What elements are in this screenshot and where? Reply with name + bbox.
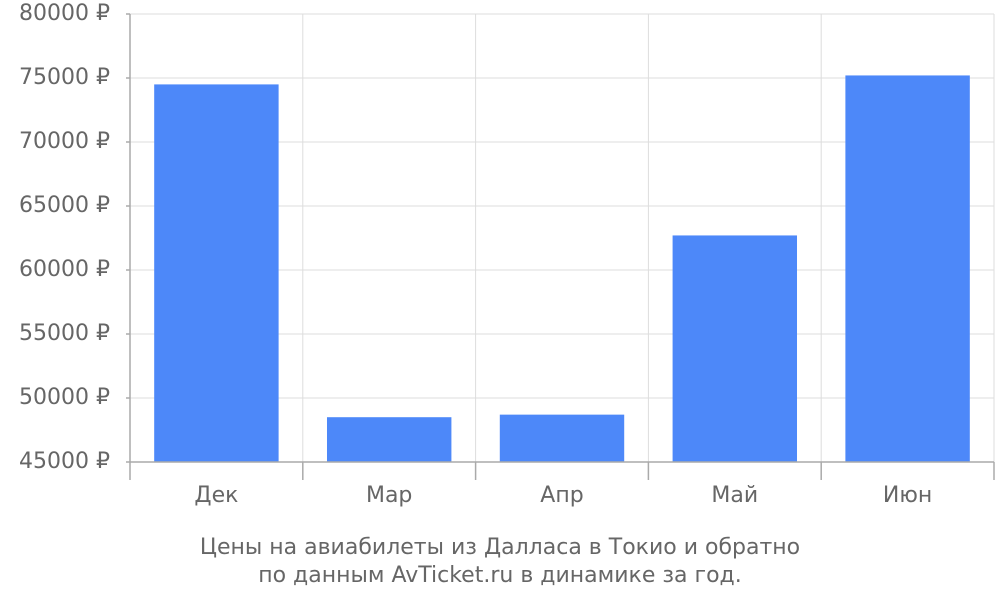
y-tick-label: 55000 ₽ <box>19 321 110 346</box>
y-tick-label: 50000 ₽ <box>19 385 110 410</box>
x-tick-label: Май <box>711 483 758 508</box>
x-tick-label: Дек <box>194 483 238 508</box>
x-tick-label: Мар <box>366 483 412 508</box>
chart-title: Цены на авиабилеты из Далласа в Токио и … <box>200 535 800 560</box>
bar <box>672 235 798 462</box>
y-tick-label: 80000 ₽ <box>19 1 110 26</box>
y-tick-label: 60000 ₽ <box>19 257 110 282</box>
x-tick-label: Июн <box>883 483 932 508</box>
bar <box>326 417 452 462</box>
y-tick-label: 65000 ₽ <box>19 193 110 218</box>
y-tick-label: 70000 ₽ <box>19 129 110 154</box>
y-tick-label: 45000 ₽ <box>19 449 110 474</box>
bar <box>845 75 970 462</box>
bar <box>499 414 625 462</box>
chart-subtitle: по данным AvTicket.ru в динамике за год. <box>258 563 742 588</box>
x-tick-label: Апр <box>540 483 583 508</box>
bar <box>154 84 279 463</box>
y-tick-label: 75000 ₽ <box>19 65 110 90</box>
